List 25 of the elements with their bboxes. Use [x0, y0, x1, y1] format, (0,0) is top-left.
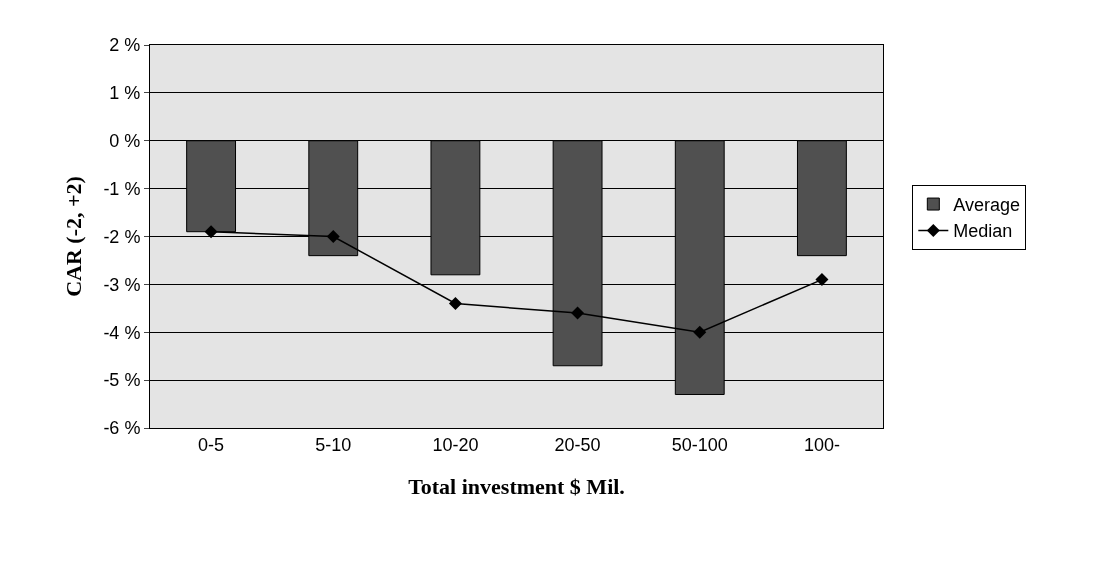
point — [448, 297, 462, 311]
x-axis-title: Total investment $ Mil. — [408, 474, 625, 500]
x-tick-label: 50-100 — [671, 434, 728, 455]
x-tick-label: 100- — [803, 434, 840, 455]
y-tick-label: 2 % — [109, 35, 141, 56]
legend-label: Median — [953, 221, 1013, 242]
point — [815, 273, 829, 287]
y-axis-title: CAR (-2, +2) — [61, 176, 87, 297]
x-tick-label: 5-10 — [315, 434, 352, 455]
y-tick-label: -2 % — [103, 226, 141, 247]
point — [693, 325, 707, 339]
legend-label: Average — [953, 195, 1021, 216]
point — [571, 306, 585, 320]
y-tick-label: -4 % — [103, 322, 141, 343]
y-tick-label: -5 % — [103, 370, 141, 391]
x-tick-label: 20-50 — [554, 434, 601, 455]
x-tick-label: 10-20 — [432, 434, 479, 455]
y-tick-label: 1 % — [109, 83, 141, 104]
y-tick-label: 0 % — [109, 131, 141, 152]
point — [204, 225, 218, 239]
x-tick-label: 0-5 — [198, 434, 225, 455]
y-tick-label: -3 % — [103, 274, 141, 295]
point — [326, 230, 340, 243]
y-tick-label: -1 % — [103, 178, 141, 199]
y-tick-label: -6 % — [103, 418, 141, 439]
